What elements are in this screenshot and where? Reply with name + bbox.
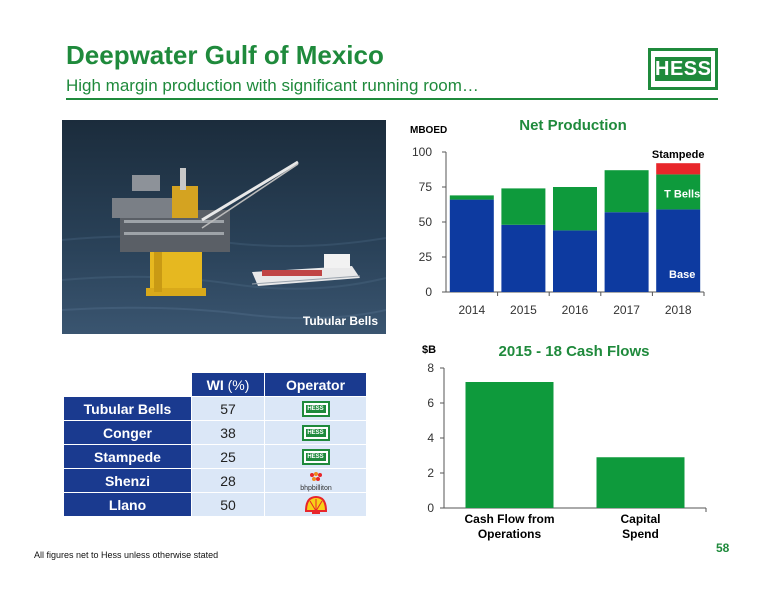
asset-wi: 57 <box>191 396 265 421</box>
footnote: All figures net to Hess unless otherwise… <box>34 550 219 560</box>
offshore-platform-illustration <box>62 120 386 334</box>
operator-cell: bhpbilliton <box>264 468 367 493</box>
series-label-stampede: Stampede <box>652 149 705 161</box>
asset-wi: 25 <box>191 444 265 469</box>
bar-base <box>604 212 649 292</box>
x-tick-label: Operations <box>478 527 542 541</box>
bar <box>465 382 554 508</box>
x-tick-label: 2014 <box>458 303 485 317</box>
table-row: Llano 50 <box>63 492 367 517</box>
bar-base <box>449 199 494 292</box>
y-tick-label: 0 <box>425 285 432 299</box>
asset-wi: 50 <box>191 492 265 517</box>
table-header-wi: WI (%) <box>191 372 265 397</box>
platform-photo: Tubular Bells <box>62 120 386 334</box>
table-row: Tubular Bells 57 HESS <box>63 396 367 421</box>
photo-caption: Tubular Bells <box>302 314 378 328</box>
hess-logo-text: HESS <box>655 57 712 81</box>
bhpbilliton-logo-icon: bhpbilliton <box>300 471 332 492</box>
y-tick-label: 2 <box>427 466 434 480</box>
table-header-blank <box>63 372 192 397</box>
x-tick-label: Cash Flow from <box>464 512 554 526</box>
page-subtitle: High margin production with significant … <box>66 76 479 95</box>
wi-header-unit: (%) <box>227 376 250 393</box>
bar-t-bells <box>553 187 597 231</box>
asset-name: Llano <box>63 492 192 517</box>
shell-logo-icon <box>304 495 327 514</box>
x-tick-label: 2016 <box>562 303 589 317</box>
asset-name: Conger <box>63 420 192 445</box>
operator-cell: HESS <box>264 396 367 421</box>
bar-stampede <box>656 163 701 175</box>
bar-base <box>553 230 597 292</box>
bar-base <box>656 209 701 292</box>
hess-logo-icon: HESS <box>301 401 330 418</box>
wi-header-label: WI <box>206 376 224 393</box>
x-tick-label: 2015 <box>510 303 537 317</box>
table-row: Shenzi 28 bhpbilliton <box>63 468 367 493</box>
asset-name: Tubular Bells <box>63 396 192 421</box>
y-axis-label: $B <box>422 344 436 356</box>
cash-flows-chart: 2015 - 18 Cash Flows $B 0 2 4 6 8 Cash Flow fro… <box>422 343 707 541</box>
bar-t-bells <box>656 174 701 210</box>
y-tick-label: 75 <box>419 180 433 194</box>
operator-cell: HESS <box>264 444 367 469</box>
y-axis-label: MBOED <box>410 125 447 136</box>
y-tick-label: 25 <box>419 250 433 264</box>
operator-cell <box>264 492 367 517</box>
page-title: Deepwater Gulf of Mexico <box>66 40 384 70</box>
asset-name: Shenzi <box>63 468 192 493</box>
net-production-chart: Net Production MBOED 0 25 50 75 100 2014 2015 201… <box>410 117 705 317</box>
hess-logo-icon: HESS <box>301 425 330 442</box>
operator-cell: HESS <box>264 420 367 445</box>
bar-t-bells <box>604 170 649 213</box>
table-header-operator: Operator <box>264 372 367 397</box>
asset-wi: 38 <box>191 420 265 445</box>
y-tick-label: 100 <box>412 145 432 159</box>
table-row: Conger 38 HESS <box>63 420 367 445</box>
hess-logo: HESS <box>648 48 718 90</box>
asset-name: Stampede <box>63 444 192 469</box>
x-tick-label: Capital <box>620 512 660 526</box>
working-interest-table: WI (%) Operator Tubular Bells 57 HESS Co… <box>63 372 367 517</box>
page-number: 58 <box>716 541 730 555</box>
series-label-base: Base <box>669 269 695 281</box>
title-divider <box>66 98 718 100</box>
bar-t-bells <box>449 195 494 200</box>
hess-logo-icon: HESS <box>301 449 330 466</box>
asset-wi: 28 <box>191 468 265 493</box>
svg-text:bhpbilliton: bhpbilliton <box>300 485 332 492</box>
x-tick-label: Spend <box>622 527 659 541</box>
chart-title: Net Production <box>519 117 627 134</box>
y-tick-label: 6 <box>427 396 434 410</box>
bar <box>596 457 685 508</box>
x-tick-label: 2018 <box>665 303 692 317</box>
series-label-tbells: T Bells <box>664 189 700 201</box>
table-row: Stampede 25 HESS <box>63 444 367 469</box>
y-tick-label: 50 <box>419 215 433 229</box>
x-tick-label: 2017 <box>613 303 640 317</box>
bar-base <box>501 224 546 292</box>
y-tick-label: 8 <box>427 361 434 375</box>
chart-title: 2015 - 18 Cash Flows <box>499 343 650 360</box>
y-tick-label: 0 <box>427 501 434 515</box>
table-header-row: WI (%) Operator <box>63 372 367 397</box>
bar-t-bells <box>501 188 546 225</box>
y-tick-label: 4 <box>427 431 434 445</box>
